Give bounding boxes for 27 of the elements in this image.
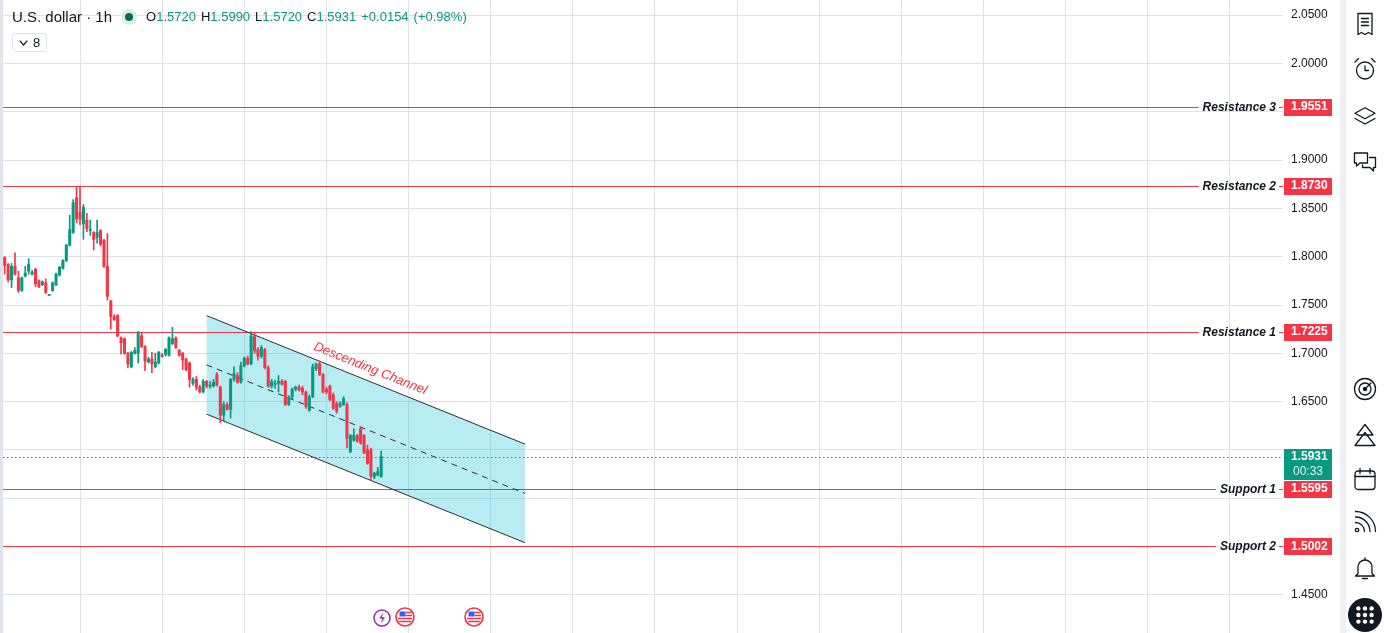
y-tick-label: 1.7225	[1291, 323, 1329, 338]
annotation: 8	[33, 35, 41, 50]
y-tick-label: 1.8500	[1291, 200, 1329, 215]
y-tick-label: 1.6500	[1291, 393, 1329, 408]
y-tick-label: 1.5931	[1291, 448, 1329, 463]
y-tick-label: 1.9551	[1291, 99, 1329, 114]
y-tick-label: 1.5595	[1291, 481, 1329, 496]
y-tick-label: 1.4500	[1291, 587, 1329, 602]
y-tick-label: 1.9000	[1291, 152, 1329, 167]
ref-line-label: Resistance 3	[1202, 99, 1277, 114]
y-tick-label: 1.8730	[1291, 178, 1329, 193]
ref-line-label: Resistance 2	[1202, 178, 1277, 193]
candlestick	[88, 219, 92, 236]
ref-line-label: Support 2	[1220, 538, 1277, 553]
text: 00:33	[1292, 464, 1324, 479]
y-tick-label: 2.0000	[1291, 55, 1329, 70]
ref-line-label: Resistance 1	[1202, 324, 1277, 339]
y-tick-label: 1.5002	[1291, 538, 1329, 553]
y-tick-label: 1.7500	[1291, 297, 1329, 312]
text: O1.5720 H1.5990 L1.5720 C1.5931 +0.0154 (+0.98%)	[146, 9, 467, 24]
y-tick-label: 1.8000	[1291, 249, 1329, 264]
collapse-button: 8	[12, 33, 48, 52]
ref-line-label: Support 1	[1220, 481, 1277, 496]
y-tick-label: 1.7000	[1291, 345, 1329, 360]
text: U.S. dollar · 1h	[12, 8, 113, 25]
y-tick-label: 2.0500	[1291, 7, 1329, 22]
candlestick	[95, 219, 99, 244]
